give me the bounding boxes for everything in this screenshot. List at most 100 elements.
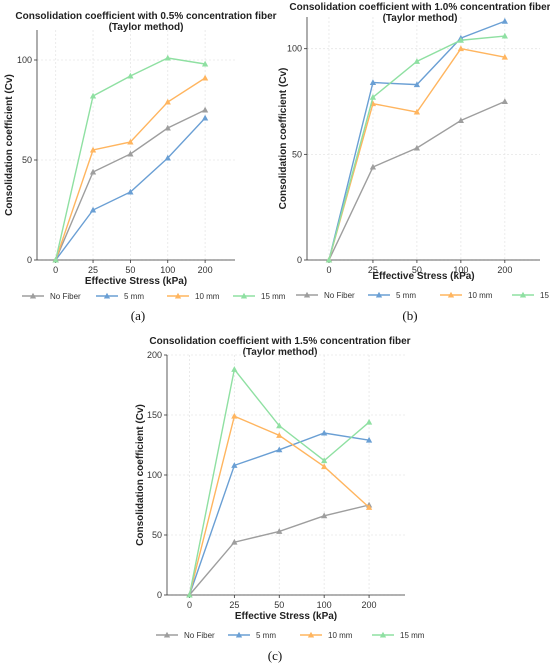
data-point	[369, 79, 377, 85]
data-point	[52, 256, 59, 263]
x-axis-label: Effective Stress (kPa)	[235, 611, 337, 622]
data-point	[127, 72, 134, 79]
data-point	[321, 429, 328, 436]
data-point	[321, 512, 328, 519]
data-point	[369, 93, 377, 100]
x-tick-label: 0	[187, 600, 192, 610]
x-tick-label: 100	[317, 600, 332, 610]
chart-panel-c: Consolidation coefficient with 1.5% conc…	[135, 336, 425, 663]
legend-swatch-marker	[235, 631, 243, 638]
data-point	[276, 432, 283, 438]
x-tick-label: 100	[453, 265, 468, 275]
chart-subtitle: (Taylor method)	[383, 13, 458, 24]
y-tick-label: 200	[147, 350, 162, 360]
data-point	[201, 60, 209, 67]
data-point	[231, 538, 238, 545]
data-point	[365, 418, 373, 425]
data-point	[365, 504, 373, 510]
chart-subtitle: (Taylor method)	[243, 347, 318, 358]
data-point	[365, 436, 373, 443]
data-point	[321, 463, 328, 470]
data-point	[127, 150, 134, 157]
y-tick-label: 50	[22, 155, 32, 165]
legend: No Fiber 5 mm 10 mm 15 mm	[156, 631, 425, 640]
x-tick-label: 0	[53, 265, 58, 275]
data-point	[164, 98, 171, 105]
x-axis-label: Effective Stress (kPa)	[372, 271, 474, 282]
data-point	[127, 188, 134, 195]
legend-swatch-marker	[163, 631, 171, 638]
data-point	[457, 45, 465, 52]
chart-title: Consolidation coefficient with 0.5% conc…	[15, 11, 276, 22]
legend-swatch-marker	[303, 291, 311, 298]
legend-label: No Fiber	[50, 292, 81, 301]
y-tick-label: 0	[297, 255, 302, 265]
data-point	[89, 206, 97, 213]
legend-swatch-marker	[379, 631, 387, 638]
data-point	[201, 114, 209, 121]
data-point	[501, 32, 508, 39]
data-point	[501, 53, 508, 60]
chart-panel-b: Consolidation coefficient with 1.0% conc…	[278, 2, 550, 323]
legend: No Fiber 5 mm 10 mm 15 mm	[22, 292, 286, 301]
y-tick-label: 0	[157, 590, 162, 600]
y-tick-label: 100	[147, 470, 162, 480]
legend-label: 15 mm	[261, 292, 286, 301]
data-point	[89, 168, 97, 175]
series-line	[55, 109, 206, 261]
legend-label: 5 mm	[256, 631, 276, 640]
x-tick-label: 50	[412, 265, 422, 275]
x-tick-label: 25	[229, 600, 239, 610]
legend-swatch-marker	[307, 631, 315, 638]
series-line	[55, 77, 206, 261]
data-point	[127, 138, 134, 145]
panel-caption: (a)	[131, 308, 145, 323]
legend-swatch-marker	[103, 292, 111, 299]
panel-caption: (b)	[402, 308, 417, 323]
data-point	[457, 36, 465, 43]
chart-panel-a: Consolidation coefficient with 0.5% conc…	[4, 11, 286, 323]
x-tick-label: 25	[88, 265, 98, 275]
y-tick-label: 100	[287, 44, 302, 54]
data-point	[413, 58, 421, 64]
data-point	[276, 446, 283, 453]
panel-caption: (c)	[268, 648, 282, 663]
legend: No Fiber 5 mm 10 mm 15 mm	[296, 291, 550, 300]
legend-label: 15 mm	[540, 291, 550, 300]
y-tick-label: 0	[27, 255, 32, 265]
x-tick-label: 50	[125, 265, 135, 275]
legend-label: 10 mm	[328, 631, 353, 640]
x-tick-label: 0	[326, 265, 331, 275]
x-tick-label: 200	[497, 265, 512, 275]
legend-swatch-marker	[29, 292, 37, 299]
x-axis-label: Effective Stress (kPa)	[85, 276, 187, 287]
legend-swatch-marker	[519, 291, 527, 298]
legend-swatch-marker	[240, 292, 248, 299]
legend-label: No Fiber	[184, 631, 215, 640]
data-point	[201, 106, 209, 113]
legend-label: No Fiber	[324, 291, 355, 300]
chart-subtitle: (Taylor method)	[109, 22, 184, 33]
x-tick-label: 200	[198, 265, 213, 275]
legend-label: 10 mm	[468, 291, 493, 300]
legend-label: 5 mm	[396, 291, 416, 300]
data-point	[201, 74, 209, 81]
y-tick-label: 50	[152, 530, 162, 540]
data-point	[321, 457, 328, 464]
y-axis-label: Consolidation coefficient (Cv)	[4, 74, 15, 216]
y-axis-label: Consolidation coefficient (Cv)	[135, 404, 146, 546]
data-point	[413, 81, 421, 88]
legend-label: 15 mm	[400, 631, 425, 640]
data-point	[413, 108, 421, 115]
y-tick-label: 100	[17, 55, 32, 65]
data-point	[231, 366, 238, 372]
chart-title: Consolidation coefficient with 1.5% conc…	[149, 336, 410, 347]
y-tick-label: 150	[147, 410, 162, 420]
data-point	[231, 462, 238, 468]
data-point	[164, 154, 171, 161]
x-tick-label: 100	[160, 265, 175, 275]
data-point	[164, 124, 171, 131]
x-tick-label: 25	[368, 265, 378, 275]
data-point	[413, 144, 421, 151]
data-point	[501, 17, 508, 24]
